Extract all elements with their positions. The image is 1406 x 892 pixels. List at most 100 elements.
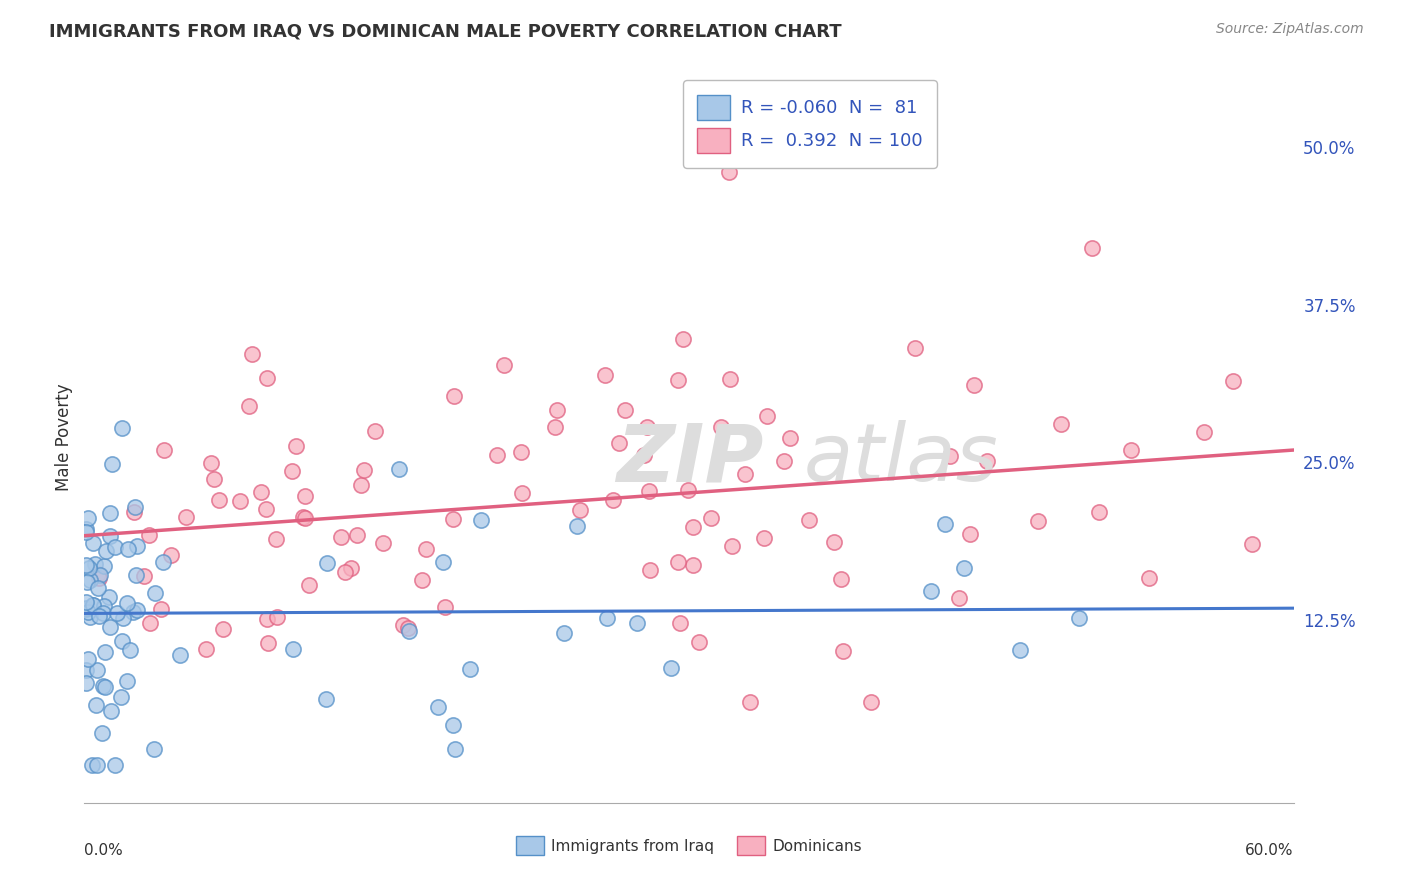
Point [93,606,115,620]
Point [830,572,852,586]
Point [76,652,98,666]
Point [567,519,589,533]
Point [97,590,120,604]
Point [392,617,415,632]
Point [609,436,631,450]
Point [79,610,101,624]
Point [700,511,723,525]
Text: atlas: atlas [804,420,998,498]
Point [77,605,100,619]
Point [976,454,998,468]
Point [104,758,127,772]
Point [546,403,568,417]
Text: 60.0%: 60.0% [1246,843,1294,858]
Point [596,611,619,625]
Point [492,358,515,372]
Point [904,341,927,355]
Point [254,502,277,516]
Point [75,525,97,540]
Point [636,420,658,434]
Point [150,601,173,615]
Point [962,377,984,392]
Point [82,598,104,612]
Point [82,536,104,550]
Point [212,622,235,636]
Point [229,493,252,508]
Point [568,503,591,517]
Point [124,505,146,519]
Point [75,602,97,616]
Point [283,642,305,657]
Point [104,541,127,555]
Point [346,527,368,541]
Point [153,442,176,457]
Point [952,560,974,574]
Point [159,548,181,562]
Point [1241,537,1264,551]
Point [1081,241,1104,255]
Point [350,478,373,492]
Text: 0.0%: 0.0% [84,843,124,858]
Point [91,725,114,739]
Point [427,699,450,714]
Point [364,424,387,438]
Point [75,522,97,536]
Point [939,449,962,463]
Point [415,541,437,556]
Point [458,662,481,676]
Point [138,528,160,542]
Point [682,520,704,534]
Point [284,439,307,453]
Point [396,621,419,635]
Text: ZIP: ZIP [616,420,763,498]
Point [82,758,104,772]
Point [688,635,710,649]
Point [121,605,143,619]
Point [76,575,98,590]
Point [633,448,655,462]
Point [238,399,260,413]
Point [79,574,101,588]
Point [1008,642,1031,657]
Point [117,541,139,556]
Point [127,539,149,553]
Point [443,389,465,403]
Point [86,758,108,772]
Point [176,509,198,524]
Point [718,165,741,179]
Point [143,586,166,600]
Point [105,607,128,621]
Point [666,373,689,387]
Point [93,645,115,659]
Point [98,620,121,634]
Point [799,513,821,527]
Point [82,598,104,612]
Point [754,531,776,545]
Point [100,457,122,471]
Point [682,558,704,573]
Point [315,556,337,570]
Point [87,608,110,623]
Point [75,595,97,609]
Point [602,493,624,508]
Point [298,577,321,591]
Point [441,718,464,732]
Point [87,571,110,585]
Point [111,421,134,435]
Point [1050,417,1073,432]
Point [1192,425,1215,439]
Point [200,456,222,470]
Point [734,467,756,481]
Point [340,561,363,575]
Point [510,444,533,458]
Point [124,500,146,515]
Point [207,493,229,508]
Point [779,431,801,445]
Point [111,611,134,625]
Point [240,347,263,361]
Point [1222,374,1244,388]
Point [77,511,100,525]
Point [920,583,942,598]
Point [831,644,853,658]
Point [1088,505,1111,519]
